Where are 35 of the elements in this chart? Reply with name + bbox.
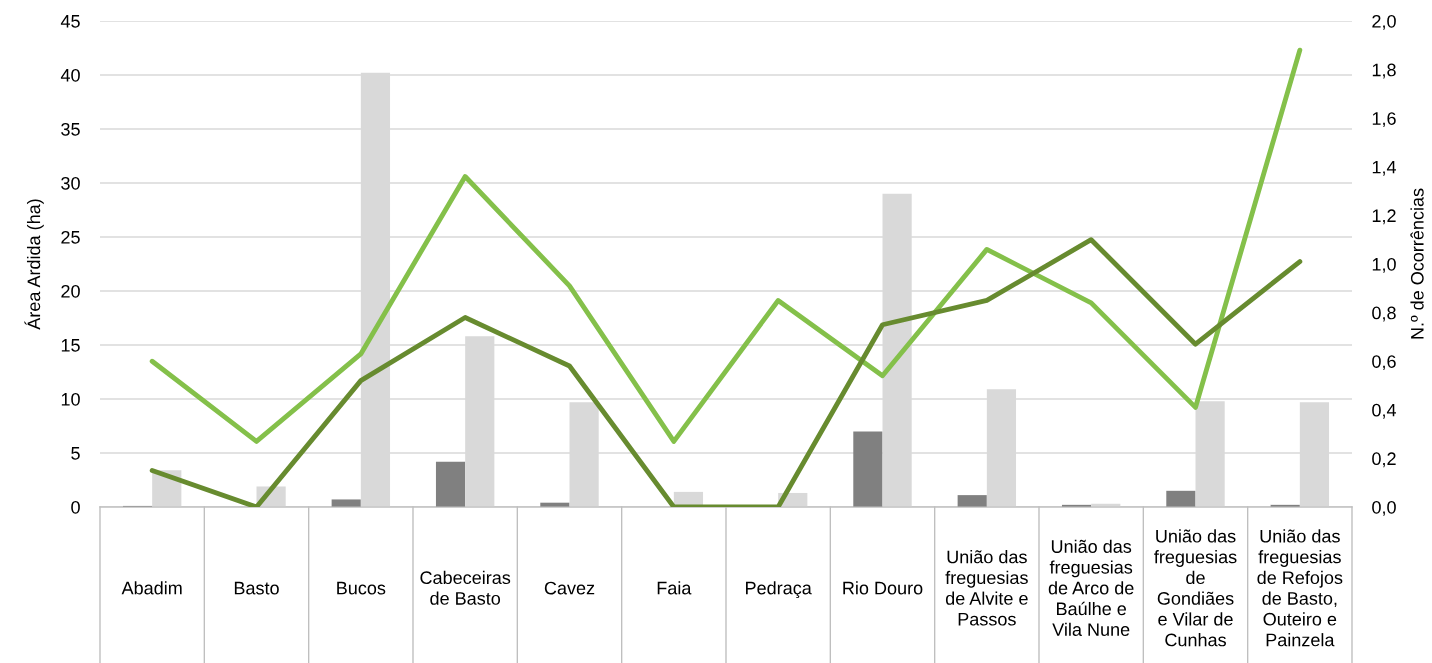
x-tick-label: União das freguesias de Refojos de Basto, Outeiro e Painzela: [1257, 529, 1343, 647]
y2-tick-label: 1,4: [1372, 160, 1397, 176]
y-tick-label: 0: [71, 500, 80, 514]
y-tick-label: 15: [61, 339, 80, 352]
y-tick-label: 5: [71, 447, 80, 460]
y-tick-label: 20: [61, 284, 80, 298]
y-axis-title: Área Ardida (ha): [24, 199, 44, 330]
y2-tick-label: 1,2: [1372, 209, 1396, 225]
x-tick-label: Abadim: [121, 581, 182, 595]
x-tick-label: Pedraça: [746, 581, 812, 599]
x-tick-label: Cabeceiras de Basto: [420, 570, 511, 605]
x-tick-label: União das freguesias de Arco de Baúlhe e Vila Nune: [1048, 539, 1134, 636]
y-tick-label: 25: [61, 230, 80, 244]
x-tick-label: Basto: [234, 581, 279, 595]
y2-tick-label: 1,8: [1372, 63, 1396, 79]
y2-axis-title: N.º de Ocorrências: [1410, 188, 1424, 339]
y-tick-label: 10: [61, 392, 80, 406]
y-tick-label: 30: [61, 176, 80, 190]
y2-tick-label: 1,0: [1372, 257, 1396, 273]
y2-tick-label: 0,2: [1372, 452, 1396, 468]
y2-tick-label: 0,0: [1372, 500, 1396, 516]
x-tick-label: Cavez: [544, 581, 595, 595]
x-tick-label: Bucos: [337, 581, 386, 595]
y2-tick-label: 1,6: [1372, 112, 1396, 128]
y-tick-label: 45: [60, 15, 80, 28]
y2-tick-label: 2,0: [1372, 14, 1396, 30]
x-tick-label: Rio Douro: [843, 581, 923, 595]
y2-tick-label: 0,6: [1372, 355, 1396, 371]
y2-tick-label: 0,4: [1372, 403, 1397, 419]
x-tick-label: União das freguesias de Alvite e Passos: [945, 550, 1028, 626]
y2-tick-label: 0,8: [1372, 306, 1396, 322]
y-tick-label: 35: [61, 122, 80, 136]
x-tick-label: União das freguesias de Gondiães e Vilar de Cunhas: [1154, 529, 1237, 647]
x-tick-label: Faia: [657, 581, 692, 595]
y-tick-label: 40: [60, 68, 80, 82]
